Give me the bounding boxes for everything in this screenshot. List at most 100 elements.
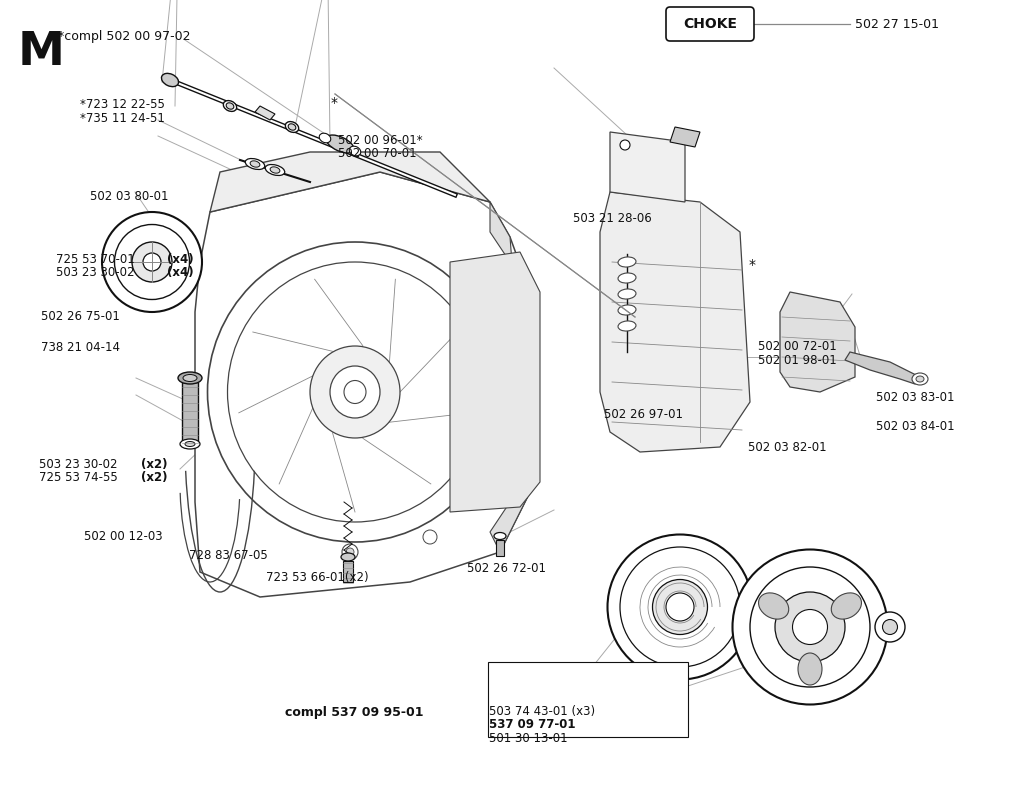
Circle shape <box>346 548 354 556</box>
Ellipse shape <box>349 147 360 156</box>
Text: 502 03 80-01: 502 03 80-01 <box>90 190 169 203</box>
Polygon shape <box>210 152 490 212</box>
Text: 503 23 30-02: 503 23 30-02 <box>56 266 138 279</box>
Ellipse shape <box>759 593 788 619</box>
Ellipse shape <box>607 535 753 680</box>
Circle shape <box>342 544 358 560</box>
Text: 501 30 13-01: 501 30 13-01 <box>489 732 568 744</box>
Ellipse shape <box>732 550 888 705</box>
Text: 537 09 77-01: 537 09 77-01 <box>489 718 575 731</box>
Ellipse shape <box>208 242 503 542</box>
Ellipse shape <box>652 580 708 634</box>
Ellipse shape <box>227 262 482 522</box>
Ellipse shape <box>286 122 299 132</box>
Text: 723 53 66-01(x2): 723 53 66-01(x2) <box>266 571 369 584</box>
Ellipse shape <box>143 253 161 271</box>
Ellipse shape <box>180 439 200 449</box>
Ellipse shape <box>185 441 195 447</box>
Text: *735 11 24-51: *735 11 24-51 <box>80 112 165 124</box>
Ellipse shape <box>344 380 366 403</box>
Ellipse shape <box>319 133 331 143</box>
Ellipse shape <box>265 165 285 176</box>
Ellipse shape <box>883 619 897 634</box>
Ellipse shape <box>916 376 924 382</box>
Text: CHOKE: CHOKE <box>683 17 737 31</box>
Polygon shape <box>182 382 198 442</box>
Ellipse shape <box>618 321 636 331</box>
Text: 502 26 75-01: 502 26 75-01 <box>41 310 120 323</box>
Text: 502 03 83-01: 502 03 83-01 <box>876 391 954 404</box>
Text: M: M <box>18 30 65 75</box>
Ellipse shape <box>618 289 636 299</box>
Text: *compl 502 00 97-02: *compl 502 00 97-02 <box>58 30 190 43</box>
Text: (x4): (x4) <box>167 253 194 266</box>
Ellipse shape <box>270 167 280 173</box>
Ellipse shape <box>162 74 178 86</box>
Text: 502 00 12-03: 502 00 12-03 <box>84 530 163 543</box>
Text: 502 00 96-01*: 502 00 96-01* <box>338 135 423 147</box>
Text: (x2): (x2) <box>141 471 168 484</box>
Ellipse shape <box>618 257 636 267</box>
Ellipse shape <box>310 346 400 438</box>
Ellipse shape <box>874 612 905 642</box>
Ellipse shape <box>666 593 694 621</box>
Polygon shape <box>195 172 530 597</box>
Ellipse shape <box>831 593 861 619</box>
Circle shape <box>620 140 630 150</box>
Ellipse shape <box>798 653 822 685</box>
Text: 725 53 70-01: 725 53 70-01 <box>56 253 139 266</box>
Ellipse shape <box>246 158 265 169</box>
Text: (x4): (x4) <box>167 266 194 279</box>
Text: 502 03 82-01: 502 03 82-01 <box>748 441 826 454</box>
Ellipse shape <box>115 224 189 299</box>
Ellipse shape <box>618 273 636 283</box>
Ellipse shape <box>102 212 202 312</box>
Ellipse shape <box>494 532 506 539</box>
Text: *723 12 22-55: *723 12 22-55 <box>80 98 165 111</box>
Text: 502 03 84-01: 502 03 84-01 <box>876 420 954 432</box>
FancyBboxPatch shape <box>666 7 754 41</box>
Polygon shape <box>610 132 685 202</box>
Text: 725 53 74-55: 725 53 74-55 <box>39 471 122 484</box>
Ellipse shape <box>132 242 172 282</box>
Ellipse shape <box>288 124 296 130</box>
Ellipse shape <box>223 101 237 112</box>
Ellipse shape <box>620 547 740 667</box>
Text: 503 74 43-01 (x3): 503 74 43-01 (x3) <box>489 705 596 718</box>
Ellipse shape <box>775 592 845 662</box>
Text: (x2): (x2) <box>141 458 168 470</box>
Polygon shape <box>845 352 920 384</box>
Polygon shape <box>450 252 540 512</box>
Polygon shape <box>780 292 855 392</box>
Ellipse shape <box>750 567 870 687</box>
Ellipse shape <box>250 161 260 167</box>
Polygon shape <box>670 127 700 147</box>
Ellipse shape <box>178 372 202 384</box>
Text: 503 21 28-06: 503 21 28-06 <box>573 212 652 225</box>
Ellipse shape <box>330 366 380 418</box>
Ellipse shape <box>183 375 197 382</box>
Polygon shape <box>343 561 353 582</box>
Text: 502 01 98-01: 502 01 98-01 <box>758 354 837 367</box>
Ellipse shape <box>341 553 355 561</box>
Ellipse shape <box>912 373 928 385</box>
Bar <box>488 662 688 737</box>
Text: 502 26 97-01: 502 26 97-01 <box>604 408 683 421</box>
Text: 503 23 30-02: 503 23 30-02 <box>39 458 121 470</box>
Text: 502 26 72-01: 502 26 72-01 <box>467 562 546 575</box>
Polygon shape <box>490 202 530 552</box>
Ellipse shape <box>793 610 827 645</box>
Text: 728 83 67-05: 728 83 67-05 <box>189 550 268 562</box>
Ellipse shape <box>226 103 233 109</box>
Text: 502 00 70-01: 502 00 70-01 <box>338 147 417 160</box>
Text: *: * <box>749 258 755 272</box>
Polygon shape <box>496 540 504 556</box>
Text: 738 21 04-14: 738 21 04-14 <box>41 341 120 354</box>
Polygon shape <box>255 106 275 120</box>
Text: *: * <box>331 96 337 110</box>
Text: 502 00 72-01: 502 00 72-01 <box>758 341 837 353</box>
Polygon shape <box>600 192 750 452</box>
Ellipse shape <box>326 135 354 153</box>
Circle shape <box>423 530 437 544</box>
Ellipse shape <box>618 305 636 315</box>
